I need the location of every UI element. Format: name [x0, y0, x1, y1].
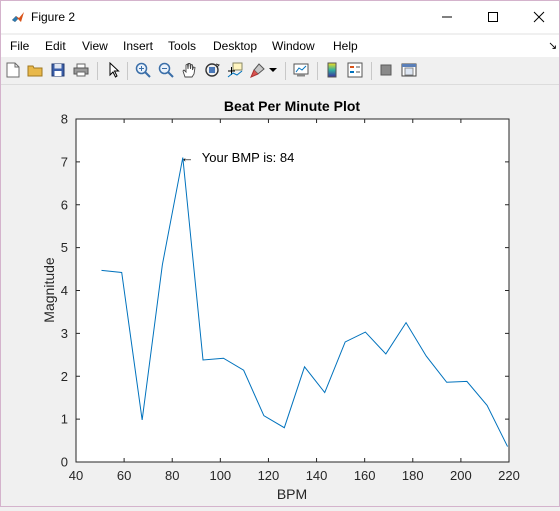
print-icon[interactable] [72, 61, 90, 79]
toolbar-separator [97, 62, 98, 80]
menu-edit[interactable]: Edit [45, 39, 66, 53]
y-tick-label: 1 [61, 412, 68, 427]
menu-view[interactable]: View [82, 39, 108, 53]
toolbar-separator [317, 62, 318, 80]
y-tick-label: 6 [61, 197, 68, 212]
legend-icon[interactable] [346, 61, 364, 79]
menu-window[interactable]: Window [272, 39, 315, 53]
line-chart[interactable]: 40 60 80 100 120 140 160 180 200 220 0 1 2 3 4 5 6 7 8 Bea… [1, 85, 559, 506]
y-tick-label: 0 [61, 455, 68, 470]
data-cursor-icon[interactable] [226, 61, 244, 79]
x-tick-label: 200 [450, 468, 472, 483]
x-tick-label: 140 [306, 468, 328, 483]
toolbar-separator [371, 62, 372, 80]
matlab-logo-icon [11, 10, 25, 24]
x-axis-label: BPM [277, 486, 307, 502]
window-title: Figure 2 [31, 10, 75, 24]
new-figure-icon[interactable] [4, 61, 22, 79]
minimize-icon [441, 11, 453, 23]
colorbar-icon[interactable] [323, 61, 341, 79]
y-tick-label: 3 [61, 326, 68, 341]
close-icon [533, 11, 545, 23]
menu-help[interactable]: Help [333, 39, 358, 53]
toolbar-separator [127, 62, 128, 80]
save-icon[interactable] [49, 61, 67, 79]
y-tick-label: 7 [61, 154, 68, 169]
annotation-text: Your BMP is: 84 [202, 150, 295, 165]
y-tick-label: 8 [61, 112, 68, 127]
minimize-button[interactable] [424, 1, 470, 33]
link-plot-icon[interactable] [292, 61, 310, 79]
open-file-icon[interactable] [26, 61, 44, 79]
title-bar[interactable]: Figure 2 [1, 1, 559, 33]
hide-plot-tools-icon[interactable] [377, 61, 395, 79]
brush-dropdown-icon[interactable] [268, 61, 278, 79]
x-tick-label: 40 [69, 468, 83, 483]
dock-arrow-icon[interactable]: ↘ [548, 39, 557, 52]
menu-desktop[interactable]: Desktop [213, 39, 257, 53]
figure-toolbar [1, 58, 559, 85]
pan-icon[interactable] [180, 61, 198, 79]
x-tick-label: 80 [165, 468, 179, 483]
menu-insert[interactable]: Insert [123, 39, 153, 53]
chart-title: Beat Per Minute Plot [224, 98, 360, 114]
x-tick-label: 100 [209, 468, 231, 483]
x-tick-label: 60 [117, 468, 131, 483]
rotate-3d-icon[interactable] [203, 61, 221, 79]
y-tick-label: 4 [61, 283, 68, 298]
figure-canvas: 40 60 80 100 120 140 160 180 200 220 0 1 2 3 4 5 6 7 8 Bea… [1, 85, 559, 506]
x-tick-label: 180 [402, 468, 424, 483]
menu-file[interactable]: File [10, 39, 29, 53]
menu-bar: File Edit View Insert Tools Desktop Wind… [1, 35, 559, 57]
toolbar-separator [285, 62, 286, 80]
show-plot-tools-icon[interactable] [400, 61, 418, 79]
zoom-in-icon[interactable] [134, 61, 152, 79]
x-tick-label: 220 [498, 468, 520, 483]
edit-plot-icon[interactable] [105, 61, 123, 79]
x-tick-label: 120 [258, 468, 280, 483]
maximize-button[interactable] [470, 1, 516, 33]
brush-icon[interactable] [249, 61, 267, 79]
y-axis-label: Magnitude [41, 257, 57, 323]
zoom-out-icon[interactable] [157, 61, 175, 79]
x-tick-label: 160 [354, 468, 376, 483]
y-tick-label: 5 [61, 240, 68, 255]
annotation-arrow: ← [181, 150, 194, 165]
y-tick-label: 2 [61, 369, 68, 384]
maximize-icon [487, 11, 499, 23]
menu-tools[interactable]: Tools [168, 39, 196, 53]
close-button[interactable] [516, 1, 560, 33]
